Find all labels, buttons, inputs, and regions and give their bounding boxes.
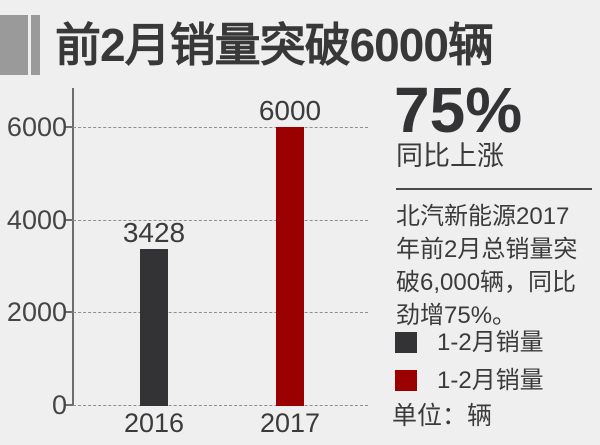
y-axis-label-2000: 2000 [6, 297, 67, 327]
y-axis-tick [64, 311, 73, 313]
y-axis-label-4000: 4000 [6, 205, 67, 235]
y-axis-tick [64, 126, 73, 128]
y-axis-label-6000: 6000 [6, 112, 67, 142]
y-axis-line [72, 88, 74, 406]
legend-swatch-2017 [395, 370, 417, 391]
gridline-2000 [73, 312, 368, 313]
panel-divider [396, 188, 592, 190]
bar-2016 [140, 249, 168, 406]
legend-label-2016: 1-2月销量 [437, 329, 544, 356]
page-title: 前2月销量突破6000辆 [55, 19, 494, 71]
unit-note: 单位：辆 [392, 402, 493, 430]
gridline-0 [73, 405, 368, 406]
summary-line: 劲增75%。 [396, 302, 517, 329]
bar-value-label-2017: 6000 [258, 95, 322, 126]
y-axis-tick [64, 404, 73, 406]
bar-value-label-2016: 3428 [122, 217, 186, 248]
y-axis-tick [64, 219, 73, 221]
summary-line: 破6,000辆，同比 [396, 269, 577, 296]
legend-label-2017: 1-2月销量 [437, 367, 544, 394]
summary-line: 北汽新能源2017 [396, 203, 570, 230]
x-axis-label-2016: 2016 [123, 408, 185, 438]
legend-swatch-2016 [395, 332, 417, 353]
summary-text: 北汽新能源2017 年前2月总销量突 破6,000辆，同比 劲增75%。 [396, 200, 598, 332]
title-ornament-square [0, 15, 28, 75]
gridline-4000 [73, 220, 368, 221]
percent-caption: 同比上涨 [396, 141, 504, 171]
percent-highlight: 75% [394, 74, 523, 146]
x-axis-label-2017: 2017 [259, 408, 321, 438]
title-ornament-bar [31, 15, 40, 75]
y-axis-label-0: 0 [51, 390, 67, 420]
bar-2017 [276, 127, 304, 406]
gridline-6000 [73, 127, 368, 128]
summary-line: 年前2月总销量突 [396, 236, 578, 263]
